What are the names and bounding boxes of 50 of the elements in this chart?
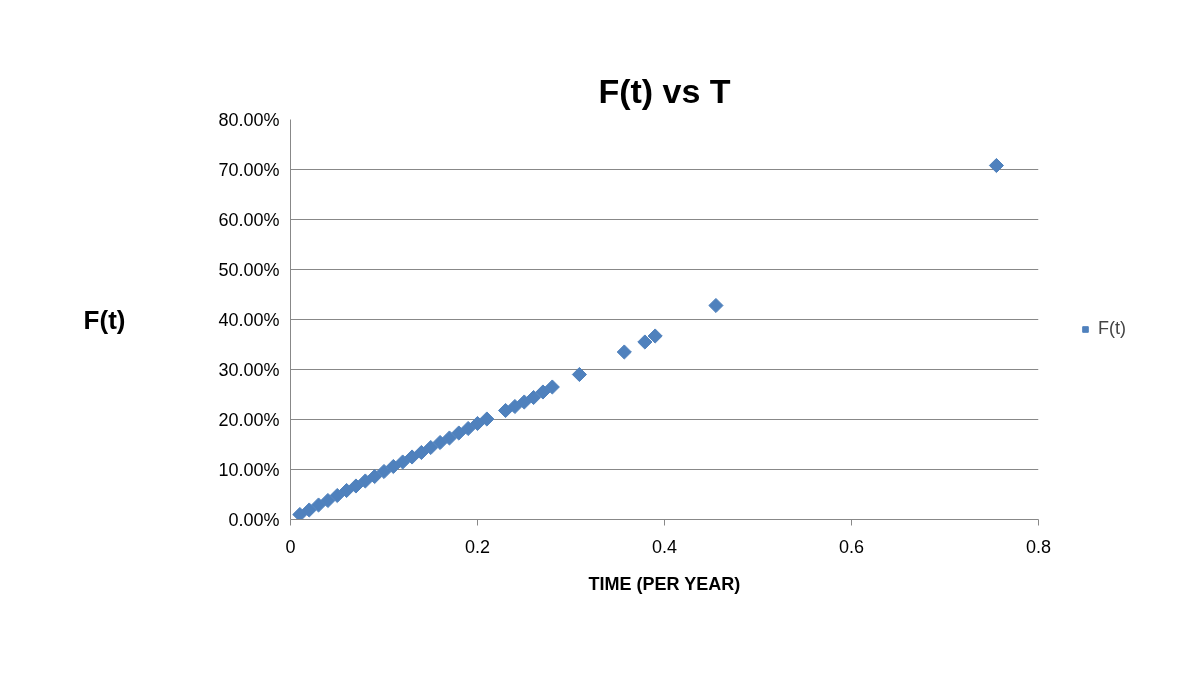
point xyxy=(423,439,439,456)
point xyxy=(413,444,429,461)
y-tick-label: 60.00% xyxy=(218,209,280,230)
point xyxy=(497,402,514,419)
point xyxy=(292,506,308,520)
point xyxy=(507,398,523,415)
x-tick-label: 0 xyxy=(285,536,296,557)
point xyxy=(367,468,383,485)
point xyxy=(526,389,542,406)
point xyxy=(301,502,317,518)
point xyxy=(451,425,467,441)
point xyxy=(376,463,392,480)
point xyxy=(395,454,411,470)
point xyxy=(329,487,345,504)
point xyxy=(441,430,458,446)
x-tick-label: 0.4 xyxy=(651,536,678,557)
chart-title: F(t) vs T xyxy=(598,71,731,110)
legend-label: F(t) xyxy=(1098,318,1126,339)
y-tick-label: 50.00% xyxy=(218,259,280,280)
y-tick-label: 70.00% xyxy=(218,159,280,180)
point xyxy=(357,473,373,489)
x-tick-label: 0.8 xyxy=(1025,536,1052,557)
y-tick-label: 20.00% xyxy=(218,409,280,430)
y-tick-label: 10.00% xyxy=(218,459,280,480)
point xyxy=(339,482,355,499)
point xyxy=(348,478,364,494)
point xyxy=(616,344,632,360)
y-tick-label: 0.00% xyxy=(228,509,280,530)
point xyxy=(708,297,724,314)
point xyxy=(320,492,336,509)
point xyxy=(404,449,420,465)
x-tick-label: 0.2 xyxy=(464,536,491,557)
point xyxy=(535,384,551,400)
point xyxy=(647,328,663,344)
x-tick-label: 0.6 xyxy=(838,536,865,557)
y-axis-title: F(t) xyxy=(83,304,126,335)
point xyxy=(637,334,653,350)
point xyxy=(460,420,476,437)
point xyxy=(516,394,532,410)
y-tick-label: 30.00% xyxy=(218,359,280,380)
point xyxy=(310,497,327,513)
point xyxy=(544,379,560,395)
y-tick-label: 40.00% xyxy=(218,309,280,330)
x-axis-title: TIME (PER YEAR) xyxy=(588,573,741,594)
point xyxy=(988,157,1004,174)
point xyxy=(385,458,401,475)
point xyxy=(432,434,448,451)
y-tick-label: 80.00% xyxy=(218,109,280,130)
point xyxy=(571,366,587,383)
point xyxy=(479,411,495,427)
